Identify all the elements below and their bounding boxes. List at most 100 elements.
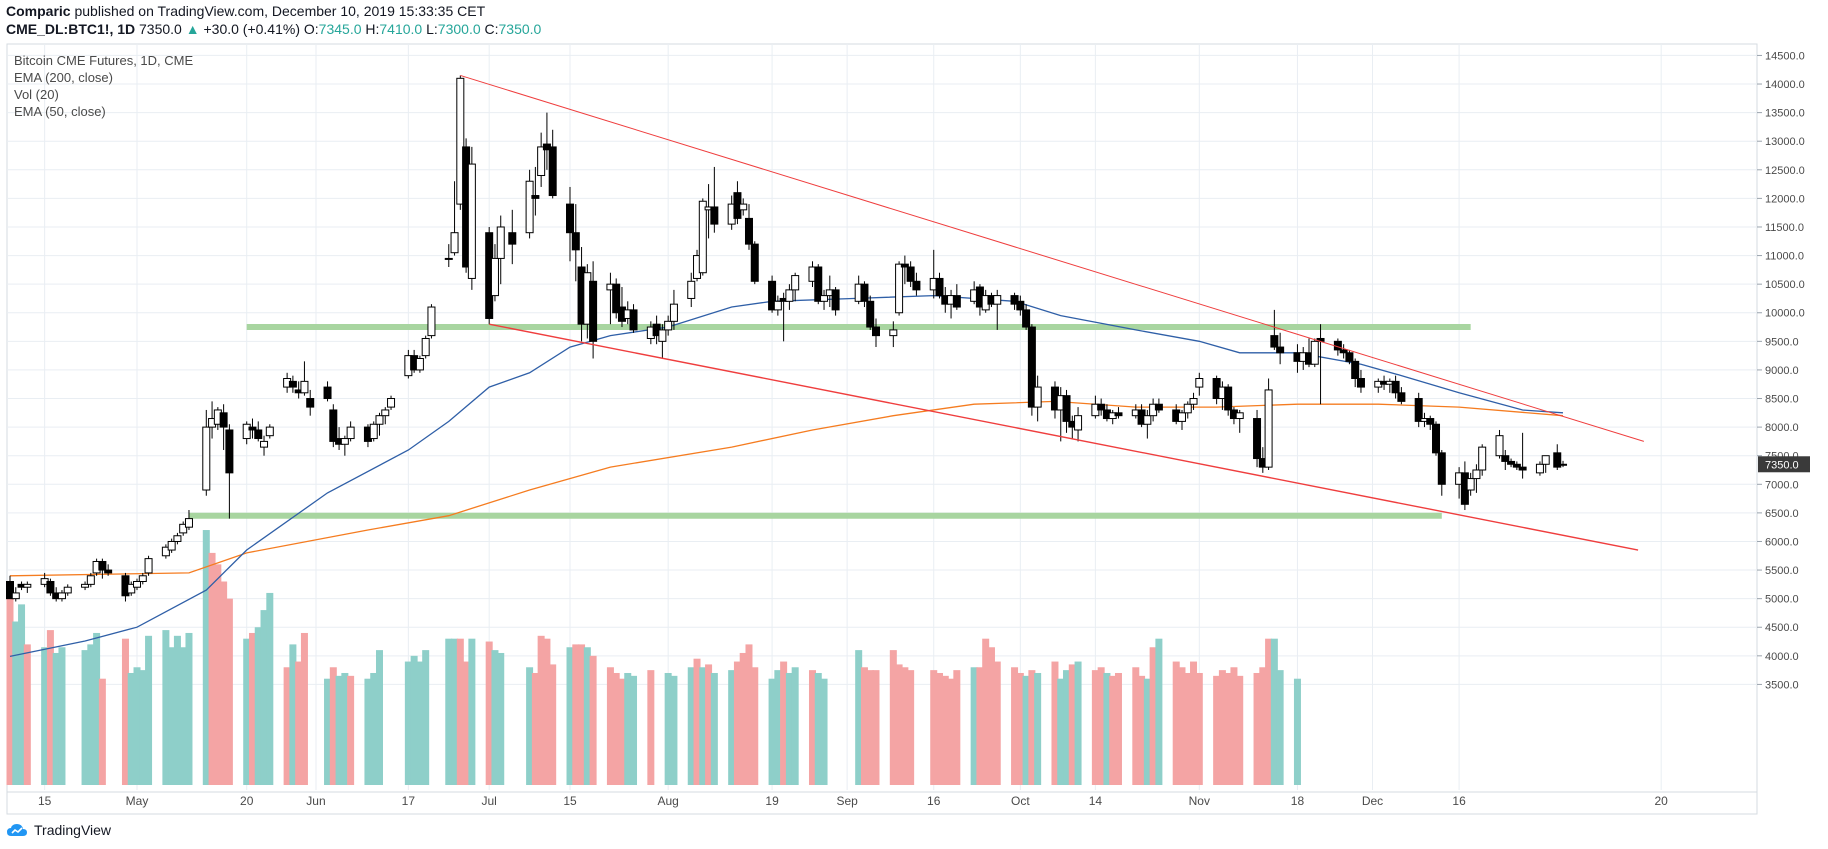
footer: TradingView	[6, 822, 111, 838]
ema-lines	[9, 294, 1564, 658]
y-tick-label: 13500.0	[1765, 108, 1805, 120]
volume-bar	[578, 644, 586, 785]
candle-down	[104, 569, 113, 574]
volume-bar	[335, 675, 343, 785]
volume-bar	[1016, 672, 1024, 785]
volume-bar	[895, 664, 903, 785]
author-name[interactable]: Comparic	[6, 3, 71, 19]
volume-bar	[133, 667, 141, 785]
volume-bar	[1149, 647, 1157, 785]
candle-up	[785, 289, 794, 302]
volume-bar	[375, 650, 383, 785]
y-tick-label: 5500.0	[1765, 565, 1799, 577]
volume-bar	[1074, 661, 1082, 785]
volume-bar	[329, 667, 337, 785]
volume-bar	[699, 667, 707, 785]
volume-bar	[485, 641, 493, 785]
volume-bar	[589, 655, 597, 785]
candle-up	[450, 232, 459, 254]
candle-up	[300, 380, 309, 394]
candle-down	[872, 326, 880, 337]
volume-bar	[1132, 667, 1140, 785]
footer-brand[interactable]: TradingView	[34, 822, 112, 838]
volume-bar	[982, 638, 990, 785]
volume-bar	[1195, 672, 1203, 785]
candle-down	[571, 232, 580, 251]
x-tick-label: May	[126, 794, 149, 808]
candle-up	[340, 438, 349, 445]
volume-bar	[6, 581, 14, 785]
low-label: L:	[426, 21, 438, 37]
legend-ema200[interactable]: EMA (200, close)	[14, 70, 113, 85]
volume-bar	[52, 652, 60, 785]
volume-bar	[976, 667, 984, 785]
candle-up	[81, 583, 90, 588]
candle-down	[935, 277, 944, 297]
last-price: 7350.0	[139, 21, 182, 37]
volume-bar	[1109, 675, 1117, 785]
volume-bar	[341, 672, 349, 785]
volume-bar	[941, 675, 949, 785]
candle-up	[23, 583, 32, 588]
candle-down	[1097, 403, 1106, 411]
candle-down	[912, 280, 921, 291]
volume-bar	[872, 670, 880, 785]
volume-bar	[936, 672, 944, 785]
volume-bar	[647, 670, 655, 785]
candle-up	[1472, 469, 1481, 480]
open-label: O:	[303, 21, 319, 37]
candle-up	[375, 415, 384, 425]
time-axis[interactable]: 15 May 20 Jun 17 Jul 15 Aug 19 Sep 16 Oct 14 Nov 18 Dec…	[7, 791, 1757, 808]
volume-bar	[693, 658, 701, 785]
candle-up	[127, 583, 136, 594]
volume-bar	[46, 630, 54, 785]
volume-bar	[220, 581, 228, 785]
candle-up	[63, 586, 72, 594]
volume-bar	[87, 644, 95, 785]
volume-bar	[543, 638, 551, 785]
volume-bar	[248, 632, 256, 785]
volume-bar	[733, 661, 741, 785]
candle-down	[629, 309, 638, 331]
volume-bar	[1091, 670, 1099, 785]
volume-bar	[526, 667, 534, 785]
volume-bar	[139, 670, 147, 785]
y-tick-label: 4500.0	[1765, 622, 1799, 634]
legend-volume[interactable]: Vol (20)	[14, 87, 59, 102]
candle-up	[687, 280, 696, 299]
candle-down	[1010, 295, 1019, 305]
volume-bar	[289, 644, 297, 785]
volume-bar	[1028, 670, 1036, 785]
candle-down	[329, 409, 338, 442]
candle-up	[525, 180, 534, 234]
volume-bar	[1097, 667, 1105, 785]
candle-up	[1478, 446, 1487, 471]
y-tick-label: 6500.0	[1765, 508, 1799, 520]
x-tick-label: Dec	[1362, 794, 1383, 808]
candle-up	[1264, 389, 1273, 468]
candle-down	[906, 266, 915, 282]
volume-bar	[456, 638, 464, 785]
candle-down	[814, 266, 823, 302]
price-axis[interactable]: 3500.0 4000.0 4500.0 5000.0 5500.0 6000.0 6500…	[1757, 50, 1810, 691]
x-tick-label: Sep	[836, 794, 858, 808]
candle-down	[306, 398, 315, 408]
volume-bar	[866, 670, 874, 785]
volume-bar	[127, 672, 135, 785]
y-tick-label: 9000.0	[1765, 365, 1799, 377]
volume-bar	[774, 670, 782, 785]
volume-bar	[1063, 670, 1071, 785]
candle-up	[242, 423, 251, 440]
candle-up	[260, 440, 269, 448]
y-tick-label: 14500.0	[1765, 50, 1805, 62]
candle-up	[889, 329, 898, 337]
volume-bar	[243, 638, 251, 785]
candle-up	[664, 320, 673, 331]
candle-down	[508, 232, 517, 245]
volume-bar	[254, 627, 262, 785]
x-tick-label: 20	[1654, 794, 1668, 808]
legend-ema50[interactable]: EMA (50, close)	[14, 104, 106, 119]
volume-bar	[185, 632, 193, 785]
x-tick-label: 16	[927, 794, 941, 808]
